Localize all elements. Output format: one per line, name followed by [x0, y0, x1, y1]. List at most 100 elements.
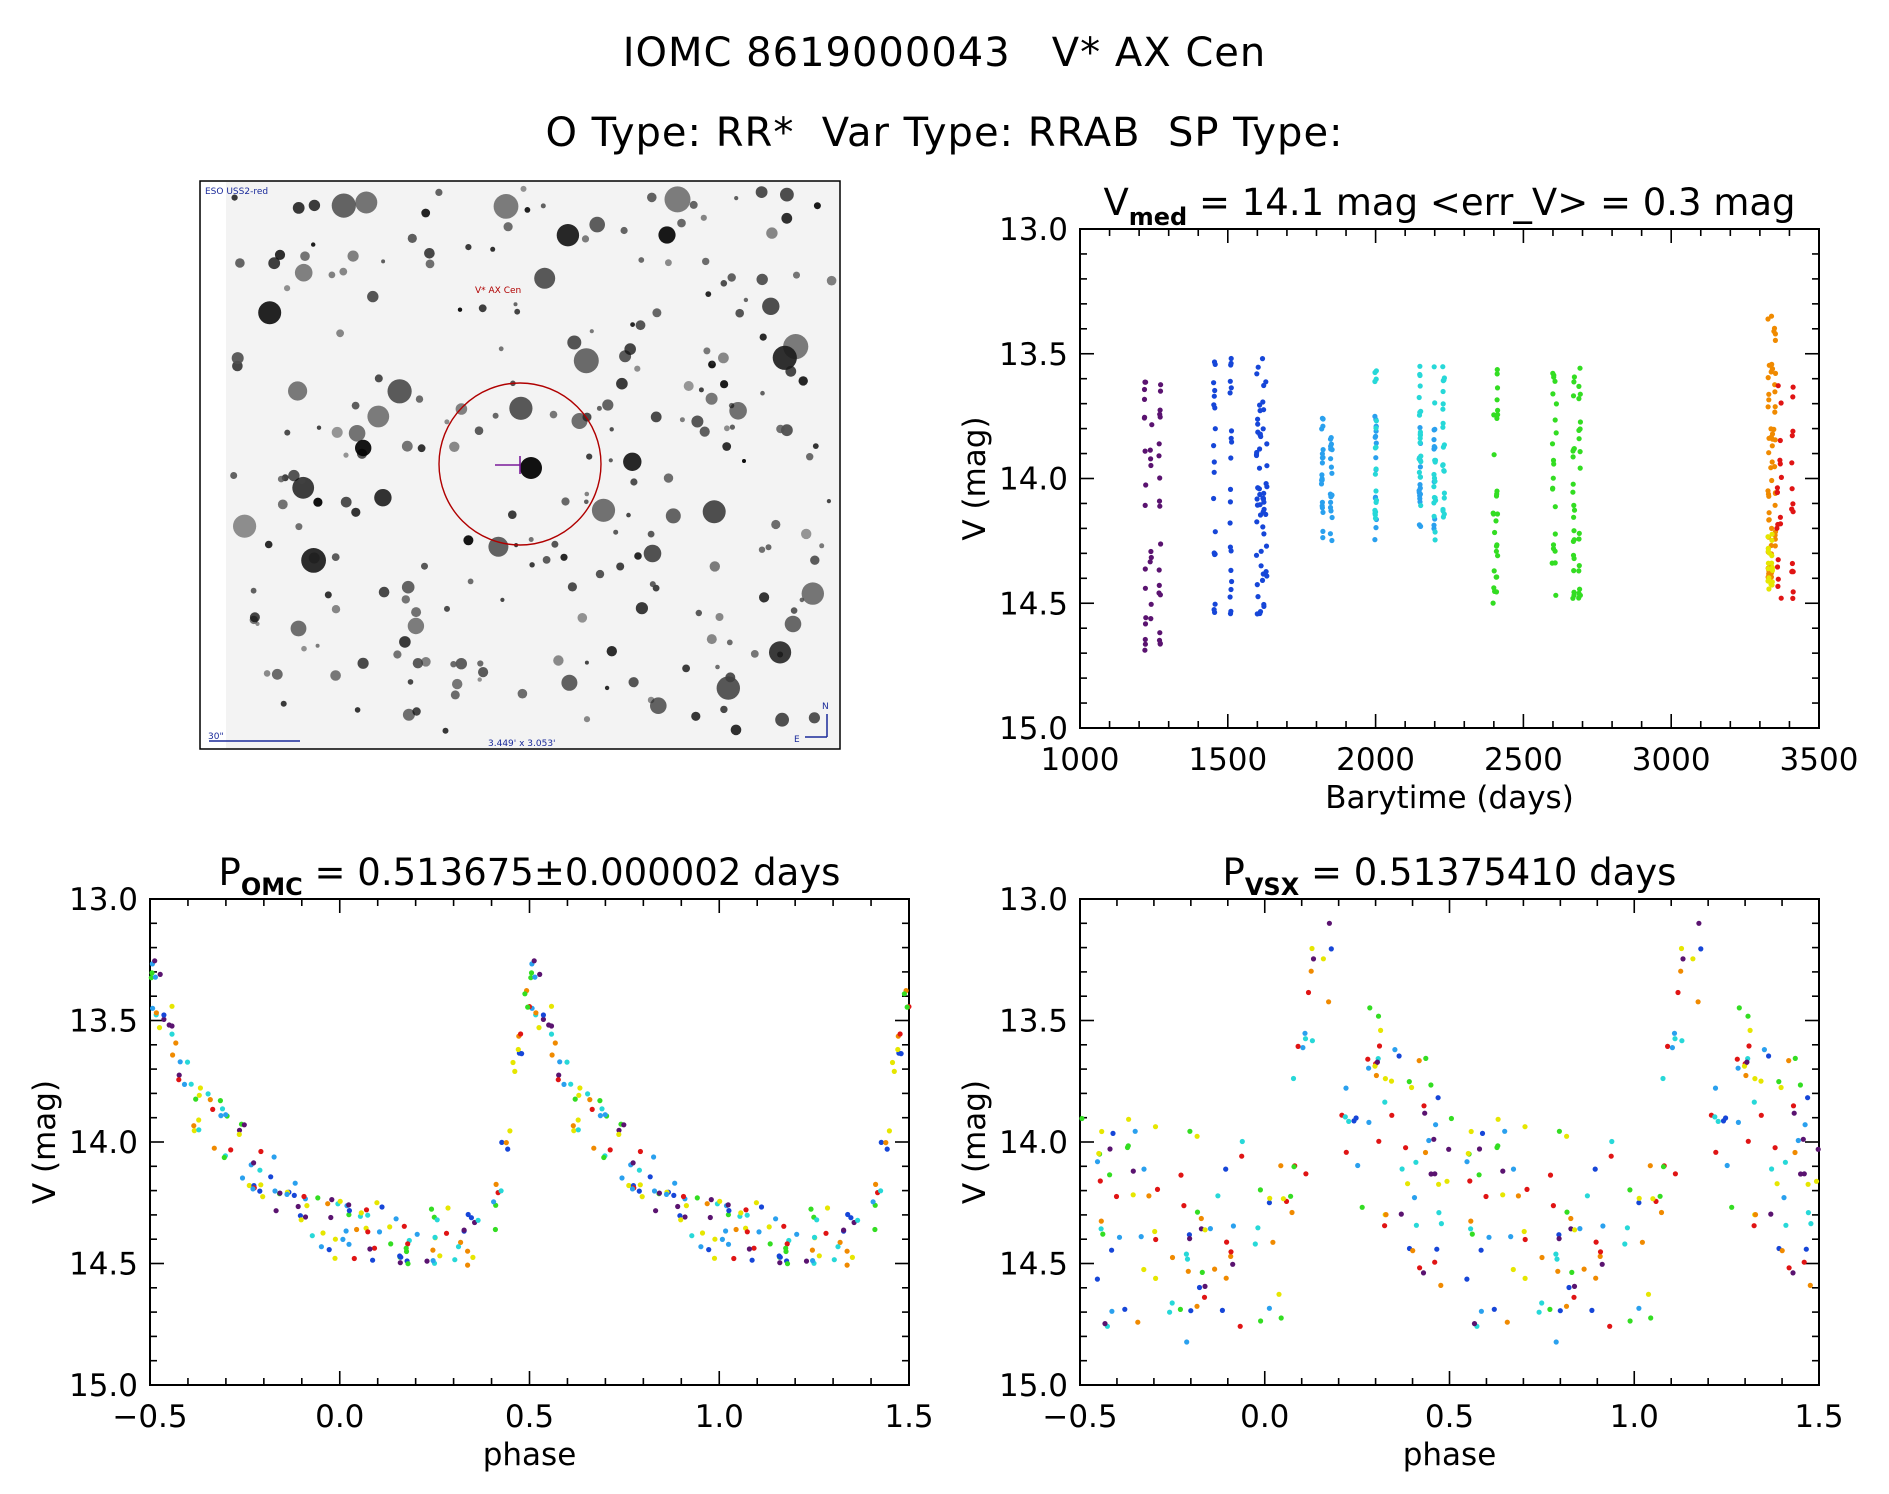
lightcurve-point: [1212, 426, 1218, 432]
phase_vsx-point: [1593, 1239, 1599, 1245]
lightcurve-point: [1258, 433, 1264, 440]
phase_omc-point: [680, 1193, 687, 1200]
finder-star: [775, 712, 789, 727]
lightcurve-point: [1431, 500, 1437, 506]
finder-star: [231, 194, 238, 201]
phase_vsx-point: [1786, 1058, 1792, 1064]
lightcurve-point: [1417, 383, 1423, 389]
phase_vsx-point: [1600, 1223, 1606, 1229]
lightcurve-point: [1765, 534, 1771, 540]
lightcurve-point: [1495, 407, 1501, 413]
phase_vsx-point: [1436, 1181, 1442, 1187]
phase_vsx-point: [1308, 968, 1314, 974]
finder-star: [573, 348, 599, 374]
lightcurve-point: [1493, 589, 1500, 595]
phase_omc-point: [161, 1012, 167, 1018]
lightcurve-point: [1228, 608, 1234, 614]
finder-star: [586, 453, 593, 460]
phase_vsx-point: [1126, 1116, 1132, 1122]
phase_vsx-point: [1188, 1308, 1194, 1314]
phase_omc-point: [188, 1081, 194, 1087]
phase_vsx-point: [1255, 1225, 1261, 1231]
lightcurve-point: [1553, 430, 1559, 436]
finder-star: [602, 399, 614, 411]
phase_vsx-point: [1555, 1268, 1561, 1274]
phase_omc-point: [870, 1199, 876, 1205]
lightcurve-point: [1320, 416, 1326, 422]
phase_vsx-point: [1196, 1284, 1203, 1291]
finder-star: [351, 507, 361, 517]
finder-star: [477, 660, 484, 667]
finder-star: [616, 562, 625, 571]
phase_omc-point: [428, 1206, 435, 1212]
finder-star: [702, 500, 726, 524]
finder-star: [758, 546, 766, 553]
phase_vsx-point: [1326, 999, 1332, 1005]
lightcurve-point: [1492, 529, 1498, 536]
phase_omc-point: [572, 1096, 578, 1102]
phase_omc-point: [388, 1241, 394, 1247]
phase_omc-point: [823, 1230, 829, 1236]
phase_omc-xtick-label: 1.0: [695, 1399, 744, 1435]
phase_vsx-point: [1278, 1163, 1284, 1169]
lightcurve-point: [1778, 595, 1784, 601]
lightcurve-point: [1769, 525, 1775, 532]
lightcurve-point: [1373, 418, 1379, 424]
phase_omc-point: [537, 971, 543, 978]
phase_vsx-point: [1467, 1178, 1473, 1184]
finder-star: [514, 308, 521, 315]
finder-star: [561, 497, 570, 506]
lightcurve-point: [1571, 507, 1578, 513]
finder-star: [609, 427, 614, 432]
lightcurve-point: [1254, 582, 1260, 588]
phase_vsx-title: PVSX = 0.51375410 days: [1223, 851, 1677, 901]
phase_omc-point: [845, 1211, 851, 1218]
phase_omc-point: [193, 1096, 199, 1102]
phase_omc-xlabel: phase: [483, 1437, 577, 1473]
finder-star: [729, 424, 736, 430]
lightcurve-point: [1571, 502, 1577, 508]
phase_vsx-point: [1270, 1239, 1276, 1245]
figure-subtitle: O Type: RR* Var Type: RRAB SP Type:: [545, 110, 1344, 156]
finder-stars: [230, 185, 837, 736]
phase_vsx-point: [1797, 1082, 1803, 1088]
phase_vsx-ytick-label: 15.0: [999, 1368, 1068, 1404]
phase_omc-point: [694, 1195, 700, 1201]
finder-star: [812, 443, 819, 449]
lightcurve-point: [1431, 427, 1437, 433]
phase_vsx-point: [1744, 1059, 1750, 1065]
phase_omc-point: [663, 1191, 670, 1197]
finder-star: [528, 537, 534, 542]
lightcurve-point: [1432, 400, 1438, 406]
phase_omc-point: [708, 1197, 714, 1203]
phase_vsx-point: [1568, 1215, 1574, 1222]
finder-star: [699, 426, 710, 437]
phase_omc-point: [904, 1004, 910, 1010]
finder-star: [301, 645, 307, 652]
lightcurve-point: [1769, 531, 1775, 537]
phase_vsx-point: [1152, 1228, 1158, 1235]
lightcurve-point: [1576, 536, 1582, 542]
finder-star: [452, 678, 463, 690]
phase_vsx-point: [1328, 946, 1334, 952]
phase_omc-point: [616, 1127, 622, 1133]
phase_omc-point: [848, 1215, 854, 1221]
finder-star: [634, 365, 641, 372]
finder-star: [268, 257, 281, 270]
phase_vsx-point: [1791, 1110, 1797, 1116]
phase_omc-point: [585, 1091, 591, 1097]
phase_omc-point: [602, 1112, 608, 1118]
lightcurve-point: [1490, 510, 1496, 516]
phase_vsx-point: [1648, 1315, 1654, 1321]
finder-star: [720, 705, 728, 714]
phase_vsx-point: [1309, 1038, 1315, 1044]
phase_omc-point: [548, 1023, 555, 1029]
lightcurve-xtick-label: 2500: [1484, 742, 1563, 778]
phase_vsx-point: [1672, 1171, 1678, 1177]
phase_vsx-point: [1372, 1063, 1378, 1069]
phase_omc-point: [639, 1194, 645, 1200]
lightcurve-point: [1765, 566, 1771, 572]
finder-star: [703, 347, 711, 355]
finder-star: [435, 188, 443, 196]
phase_vsx-point: [1199, 1269, 1205, 1275]
